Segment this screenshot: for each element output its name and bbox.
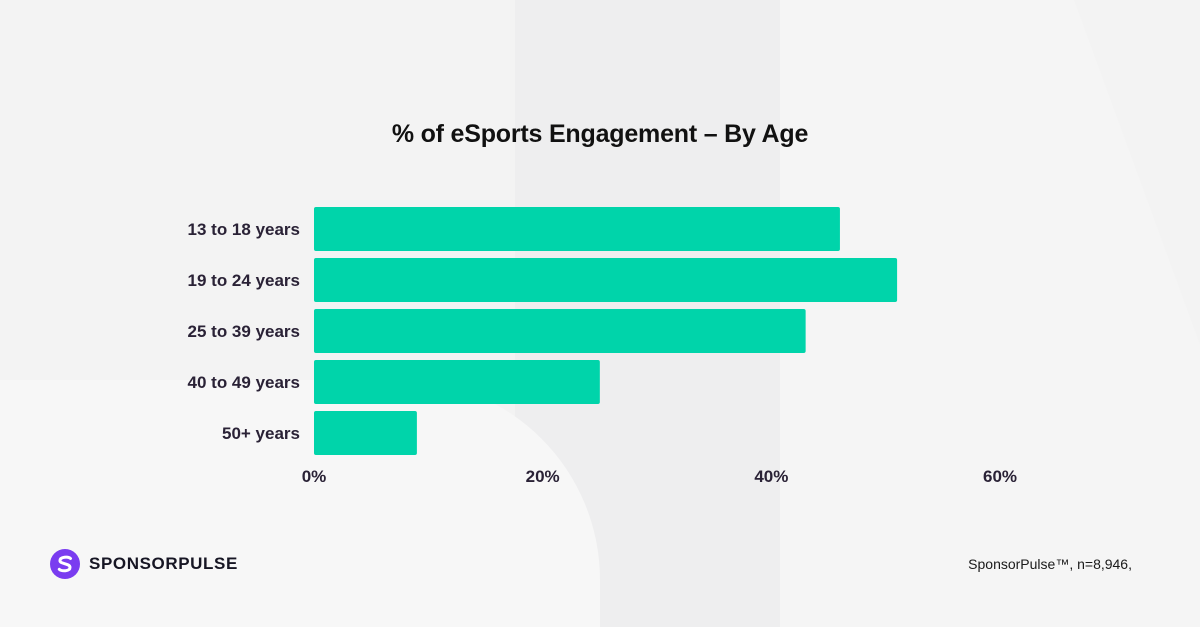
bar-13-to-18-years [314,207,840,251]
bar-50-years [314,411,417,455]
logo-text: SPONSORPULSE [89,554,238,573]
chart-title: % of eSports Engagement – By Age [391,120,809,148]
x-tick-label: 40% [754,467,788,486]
bar-25-to-39-years [314,309,806,353]
category-label-13-to-18-years: 13 to 18 years [188,220,300,239]
category-label-19-to-24-years: 19 to 24 years [188,271,300,290]
sponsorpulse-logo: SPONSORPULSE [50,549,238,579]
x-tick-label: 0% [302,467,327,486]
category-label-25-to-39-years: 25 to 39 years [188,322,300,341]
x-tick-label: 20% [526,467,560,486]
source-note: SponsorPulse™, n=8,946, [968,556,1132,572]
bar-19-to-24-years [314,258,898,302]
category-label-40-to-49-years: 40 to 49 years [188,373,300,392]
bar-40-to-49-years [314,360,600,404]
category-label-50-years: 50+ years [222,424,300,443]
x-tick-label: 60% [983,467,1017,486]
sponsorpulse-logo-icon [50,549,80,579]
